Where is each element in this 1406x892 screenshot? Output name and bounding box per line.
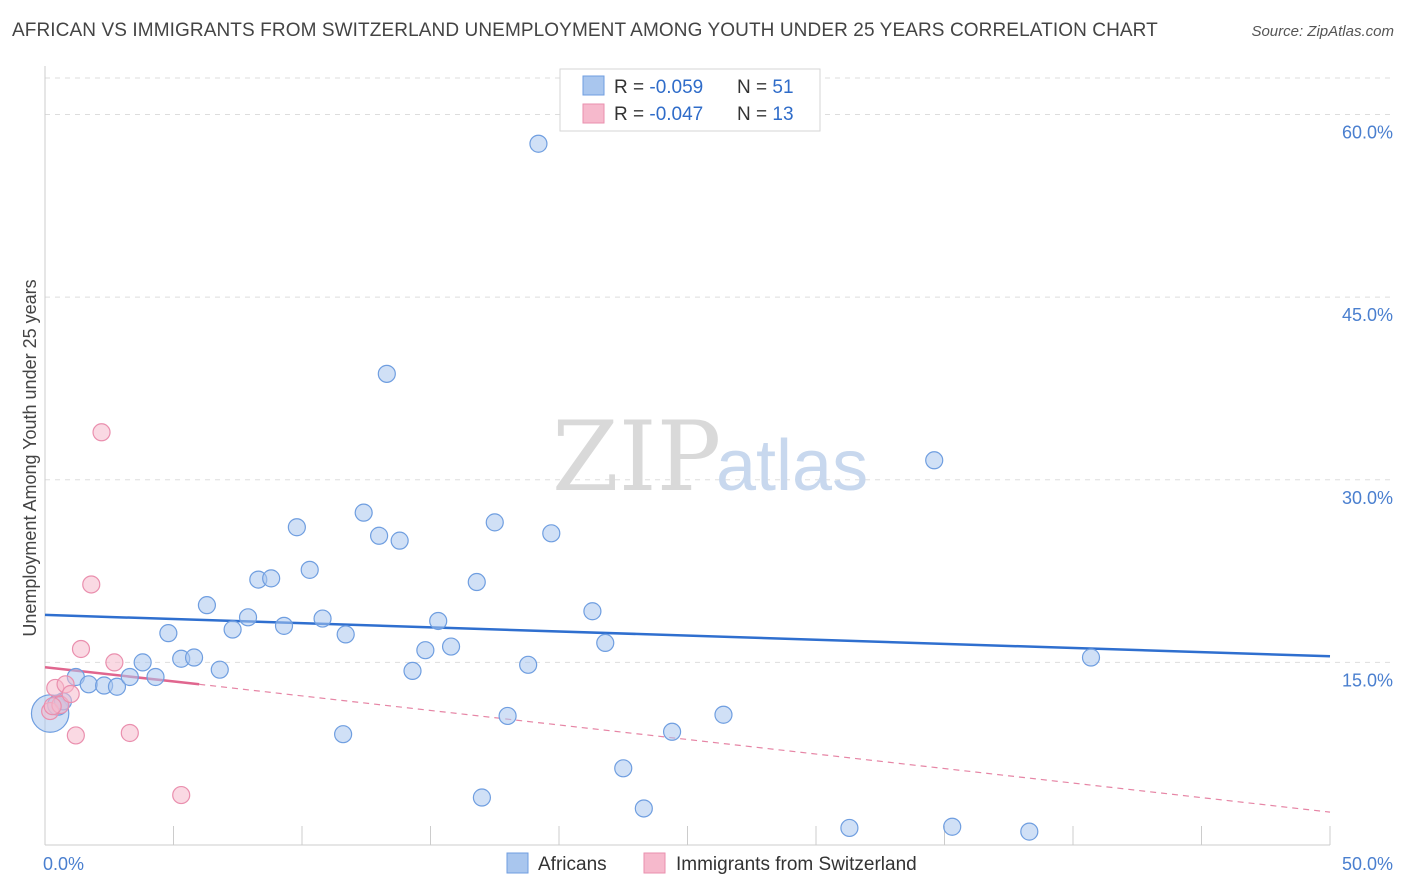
legend-n-label-swiss: N =: [737, 104, 772, 125]
y-tick-label: 45.0%: [1342, 305, 1393, 325]
legend-n-value-africans: 51: [772, 77, 793, 98]
legend-n-value-swiss: 13: [772, 104, 793, 125]
legend-swatch-swiss: [582, 103, 605, 124]
africans-point: [79, 675, 98, 694]
africans-point: [840, 818, 859, 838]
watermark-atlas: atlas: [716, 426, 868, 506]
africans-point: [416, 641, 435, 660]
watermark: ZIP atlas: [552, 401, 868, 513]
y-axis-title: Unemployment Among Youth under 25 years: [20, 279, 40, 636]
africans-point: [662, 722, 682, 741]
africans-point: [133, 653, 152, 672]
africans-point: [159, 624, 178, 643]
africans-point: [120, 667, 139, 687]
africans-point: [334, 725, 353, 744]
africans-point: [238, 608, 258, 627]
x-tick-label: 50.0%: [1342, 854, 1393, 874]
bottom-legend-swatch-swiss: [643, 852, 666, 874]
africans-point: [146, 667, 165, 687]
africans-point: [377, 364, 396, 383]
africans-point: [714, 705, 733, 724]
africans-point: [184, 648, 204, 667]
swiss-point: [82, 575, 101, 594]
legend-r-label-africans: R =: [614, 77, 649, 98]
africans-point: [197, 596, 217, 615]
africans-point: [467, 572, 486, 592]
africans-point: [354, 503, 373, 522]
africans-point: [223, 620, 242, 639]
africans-point: [542, 524, 561, 543]
swiss-point: [43, 697, 62, 716]
swiss-point: [61, 684, 80, 704]
africans-point: [529, 134, 548, 153]
swiss-point: [66, 726, 85, 745]
swiss-point: [172, 785, 191, 805]
africans-point: [596, 633, 615, 653]
africans-point: [274, 616, 294, 635]
africans-point: [1020, 822, 1039, 841]
africans-point: [485, 513, 504, 532]
africans-point: [287, 518, 306, 537]
swiss-point: [71, 639, 91, 659]
africans-point: [472, 788, 491, 807]
y-tick-label: 15.0%: [1342, 670, 1393, 690]
labels-layer: 15.0% 30.0% 45.0% 60.0% 0.0% 50.0%: [43, 123, 1393, 874]
africans-point: [634, 799, 653, 818]
africans-point: [262, 569, 281, 588]
swiss-point: [92, 423, 111, 442]
africans-point: [210, 660, 229, 679]
trend-layer: [44, 613, 1331, 813]
y-tick-label: 30.0%: [1342, 488, 1393, 508]
africans-point: [519, 655, 538, 674]
legend-r-africans: R = -0.059: [614, 77, 703, 98]
legend-n-label-africans: N =: [737, 77, 772, 98]
legend-swatch-africans: [582, 75, 605, 96]
africans-point: [583, 602, 602, 621]
africans-point: [313, 609, 332, 628]
grid-layer: [45, 77, 1393, 663]
bottom-legend: Africans Immigrants from Switzerland: [506, 852, 917, 875]
africans-point: [107, 677, 127, 696]
africans-point: [429, 611, 448, 631]
africans-point: [336, 625, 355, 644]
bottom-legend-swatch-africans: [506, 852, 529, 874]
africans-point: [441, 637, 461, 656]
legend-r-swiss: R = -0.047: [614, 104, 703, 125]
africans-point: [498, 706, 517, 726]
bottom-legend-swiss: Immigrants from Switzerland: [676, 854, 917, 875]
africans-point: [943, 817, 962, 836]
africans-point: [1081, 648, 1101, 667]
africans-trend-line: [44, 613, 1331, 658]
africans-point: [403, 661, 422, 681]
swiss-trend-dashed: [199, 683, 1331, 813]
watermark-zip: ZIP: [552, 401, 721, 513]
swiss-point: [105, 653, 124, 672]
africans-point: [370, 526, 389, 545]
africans-point: [300, 560, 319, 579]
africans-point: [925, 451, 944, 470]
y-tick-label: 60.0%: [1342, 123, 1393, 143]
legend-n-africans: N = 51: [737, 77, 794, 98]
chart-title: AFRICAN VS IMMIGRANTS FROM SWITZERLAND U…: [12, 20, 1158, 41]
legend-n-swiss: N = 13: [737, 104, 794, 125]
x-tick-label: 0.0%: [43, 854, 84, 874]
bottom-legend-africans: Africans: [538, 854, 607, 875]
legend-r-value-africans: -0.059: [649, 77, 703, 98]
chart-source: Source: ZipAtlas.com: [1251, 23, 1394, 40]
legend-r-value-swiss: -0.047: [649, 104, 703, 125]
africans-point: [390, 531, 409, 550]
points-layer: [30, 112, 1101, 841]
legend-r-label-swiss: R =: [614, 104, 649, 125]
top-legend: R = -0.059 N = 51 R = -0.047 N = 13: [559, 68, 821, 132]
africans-point: [614, 759, 633, 778]
swiss-point: [120, 723, 139, 743]
